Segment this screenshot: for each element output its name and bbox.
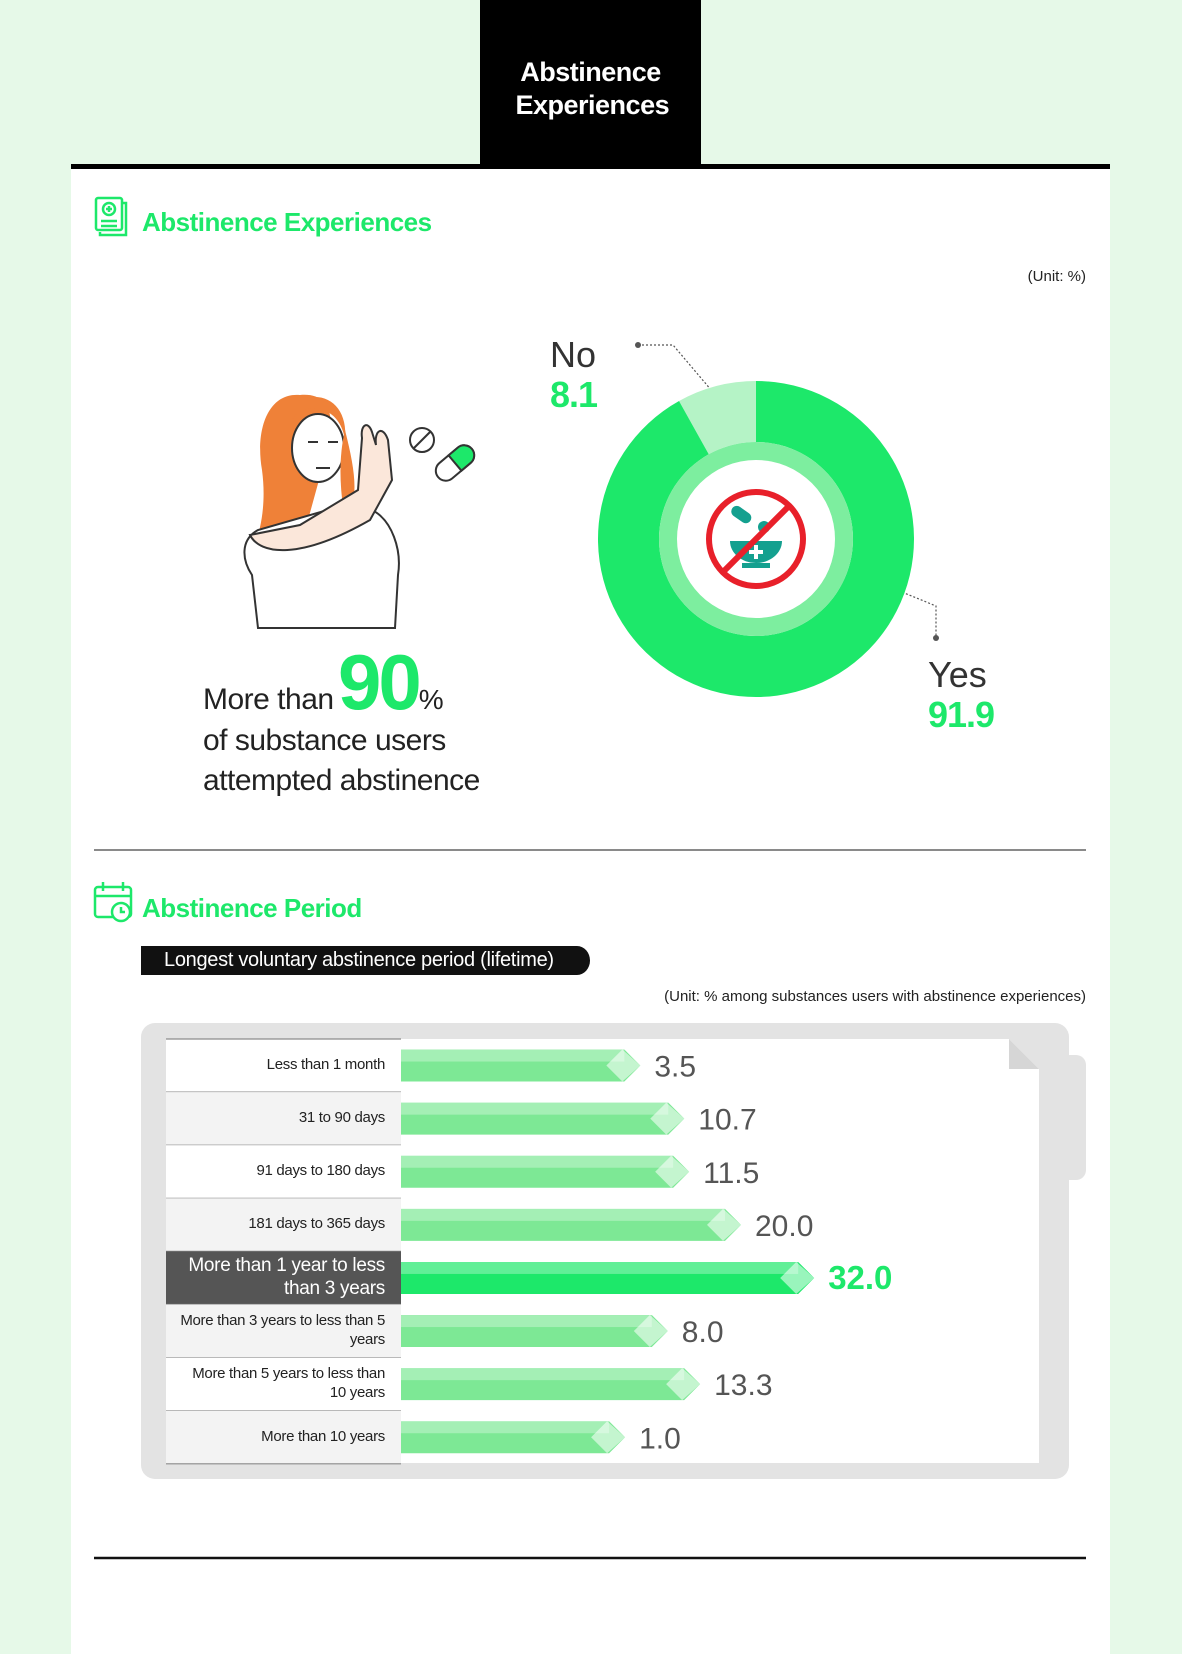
section-icon (93, 882, 133, 923)
leader-dot (933, 635, 939, 641)
row-label-bg (166, 1251, 401, 1305)
illustration (243, 394, 476, 629)
donut-value: 91.9 (928, 694, 995, 735)
header-title: Abstinence Experiences (515, 57, 670, 120)
category-label: More than 5 years to less than 10 years (192, 1365, 385, 1402)
bar-tip (780, 1261, 815, 1294)
bar-tip (655, 1155, 690, 1188)
bar-sheen (401, 1261, 799, 1274)
value-label: 3.5 (654, 1051, 696, 1084)
donut-value: 8.1 (550, 374, 598, 415)
row-label-bg (166, 1092, 401, 1146)
callout-lead: More than (203, 683, 334, 716)
bar-sheen (401, 1421, 610, 1434)
category-label: More than 10 years (261, 1427, 385, 1445)
value-label: 10.7 (698, 1104, 756, 1137)
category-label: More than 3 years to less than 5 years (180, 1312, 385, 1349)
subtitle: Longest voluntary abstinence period (lif… (164, 949, 554, 971)
bar-sheen (401, 1102, 669, 1115)
callout-line: attempted abstinence (203, 764, 480, 797)
header-box (480, 0, 701, 166)
bar-sheen (401, 1208, 725, 1221)
callout: More than 90% of substance users attempt… (203, 643, 480, 801)
bar (401, 1368, 701, 1401)
value-label: 13.3 (714, 1369, 772, 1402)
bar (401, 1315, 668, 1348)
callout-figure: 90 (338, 638, 422, 726)
bar-sheen (401, 1315, 652, 1328)
section-title: Abstinence Experiences (142, 207, 432, 237)
bar-tip (591, 1421, 626, 1454)
value-label: 20.0 (755, 1210, 813, 1243)
value-label: 32.0 (828, 1259, 892, 1296)
row-label-bg (166, 1410, 401, 1464)
section-title: Abstinence Period (142, 893, 362, 923)
section-icon (94, 196, 128, 237)
donut-label: Yes (928, 654, 987, 695)
value-label: 11.5 (703, 1157, 759, 1190)
callout-line: of substance users (203, 724, 446, 757)
bar-chart: 3.510.7 11.5 20.0 32.0 8.0 13.3 1.0 (166, 1038, 892, 1465)
bar (401, 1261, 815, 1294)
callout-unit: % (418, 684, 444, 715)
bar-tip (650, 1102, 685, 1135)
bar-sheen (401, 1368, 685, 1381)
bar (401, 1208, 741, 1241)
bar (401, 1421, 626, 1454)
bar (401, 1155, 690, 1188)
value-label: 1.0 (639, 1422, 681, 1455)
icon-cross (749, 545, 763, 559)
unit-note: (Unit: %) (1027, 268, 1086, 285)
icon-ban (706, 489, 806, 589)
bar (401, 1049, 641, 1082)
bar (401, 1102, 685, 1135)
row-label-bg (166, 1039, 401, 1093)
header-rule (71, 164, 1110, 169)
icon-pill (731, 505, 752, 524)
row-label-bg (166, 1198, 401, 1252)
bar-tip (606, 1049, 641, 1082)
row-label-bg (166, 1357, 401, 1411)
category-label: More than 1 year to less than 3 years (188, 1255, 385, 1299)
bar-sheen (401, 1049, 625, 1062)
value-label: 8.0 (682, 1316, 724, 1349)
unit-note: (Unit: % among substances users with abs… (664, 988, 1086, 1005)
bar-tip (633, 1315, 668, 1348)
icon-ban (720, 503, 792, 575)
category-label: Less than 1 month (266, 1056, 386, 1074)
bar-tip (707, 1208, 741, 1241)
icon-base (742, 563, 770, 568)
bar-sheen (401, 1155, 674, 1168)
donut-slice (679, 381, 756, 455)
donut-label: No (550, 334, 597, 375)
donut-chart (598, 381, 915, 697)
category-label: 31 to 90 days (298, 1109, 385, 1127)
bar-tip (666, 1368, 701, 1401)
leader-dot (635, 342, 641, 348)
category-label: 181 days to 365 days (248, 1215, 385, 1233)
subtitle-pill (141, 946, 590, 975)
category-label: 91 days to 180 days (256, 1162, 385, 1180)
row-label-bg (166, 1304, 401, 1358)
row-label-bg (166, 1145, 401, 1199)
donut-slice (598, 381, 915, 697)
